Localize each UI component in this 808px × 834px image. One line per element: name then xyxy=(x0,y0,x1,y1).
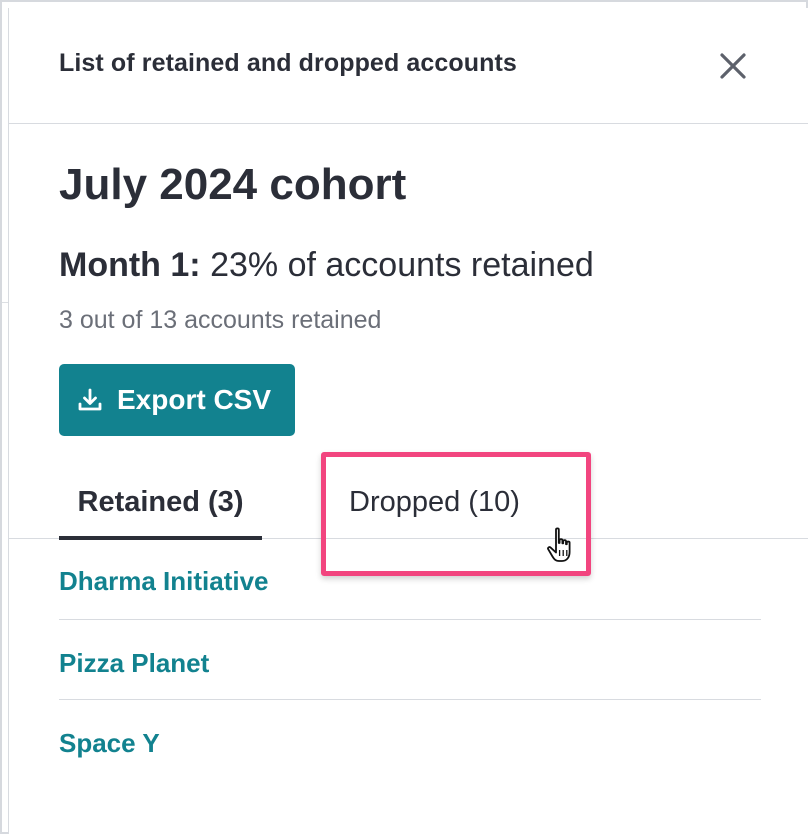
export-csv-button[interactable]: Export CSV xyxy=(59,364,295,436)
retention-summary: Month 1: 23% of accounts retained xyxy=(59,246,594,285)
retained-count-text: 3 out of 13 accounts retained xyxy=(59,306,382,334)
panel-title: List of retained and dropped accounts xyxy=(59,49,517,77)
active-tab-indicator xyxy=(59,536,262,540)
export-csv-label: Export CSV xyxy=(117,384,272,415)
retained-accounts-list: Dharma Initiative Pizza Planet Space Y xyxy=(59,540,761,780)
panel-header: List of retained and dropped accounts xyxy=(9,8,808,124)
list-item: Pizza Planet xyxy=(59,620,761,700)
retention-percentage-text: 23% of accounts retained xyxy=(210,246,594,284)
download-icon xyxy=(77,387,103,413)
account-link-pizza-planet[interactable]: Pizza Planet xyxy=(59,648,210,678)
tab-retained-label: Retained (3) xyxy=(77,486,244,518)
close-icon xyxy=(720,53,746,79)
list-item: Space Y xyxy=(59,700,761,780)
month-label: Month 1: xyxy=(59,246,201,284)
tab-dropped-label: Dropped (10) xyxy=(349,486,520,518)
hand-pointer-cursor-icon xyxy=(547,527,571,562)
background-divider xyxy=(2,302,8,303)
accounts-side-panel: List of retained and dropped accounts Ju… xyxy=(8,8,808,834)
tab-retained[interactable]: Retained (3) xyxy=(59,486,262,540)
list-item: Dharma Initiative xyxy=(59,540,761,620)
tabs-divider xyxy=(9,538,808,539)
cohort-title: July 2024 cohort xyxy=(59,160,407,209)
account-link-dharma-initiative[interactable]: Dharma Initiative xyxy=(59,566,269,596)
tab-dropped[interactable]: Dropped (10) xyxy=(349,486,520,519)
account-link-space-y[interactable]: Space Y xyxy=(59,728,160,758)
close-button[interactable] xyxy=(713,46,753,86)
